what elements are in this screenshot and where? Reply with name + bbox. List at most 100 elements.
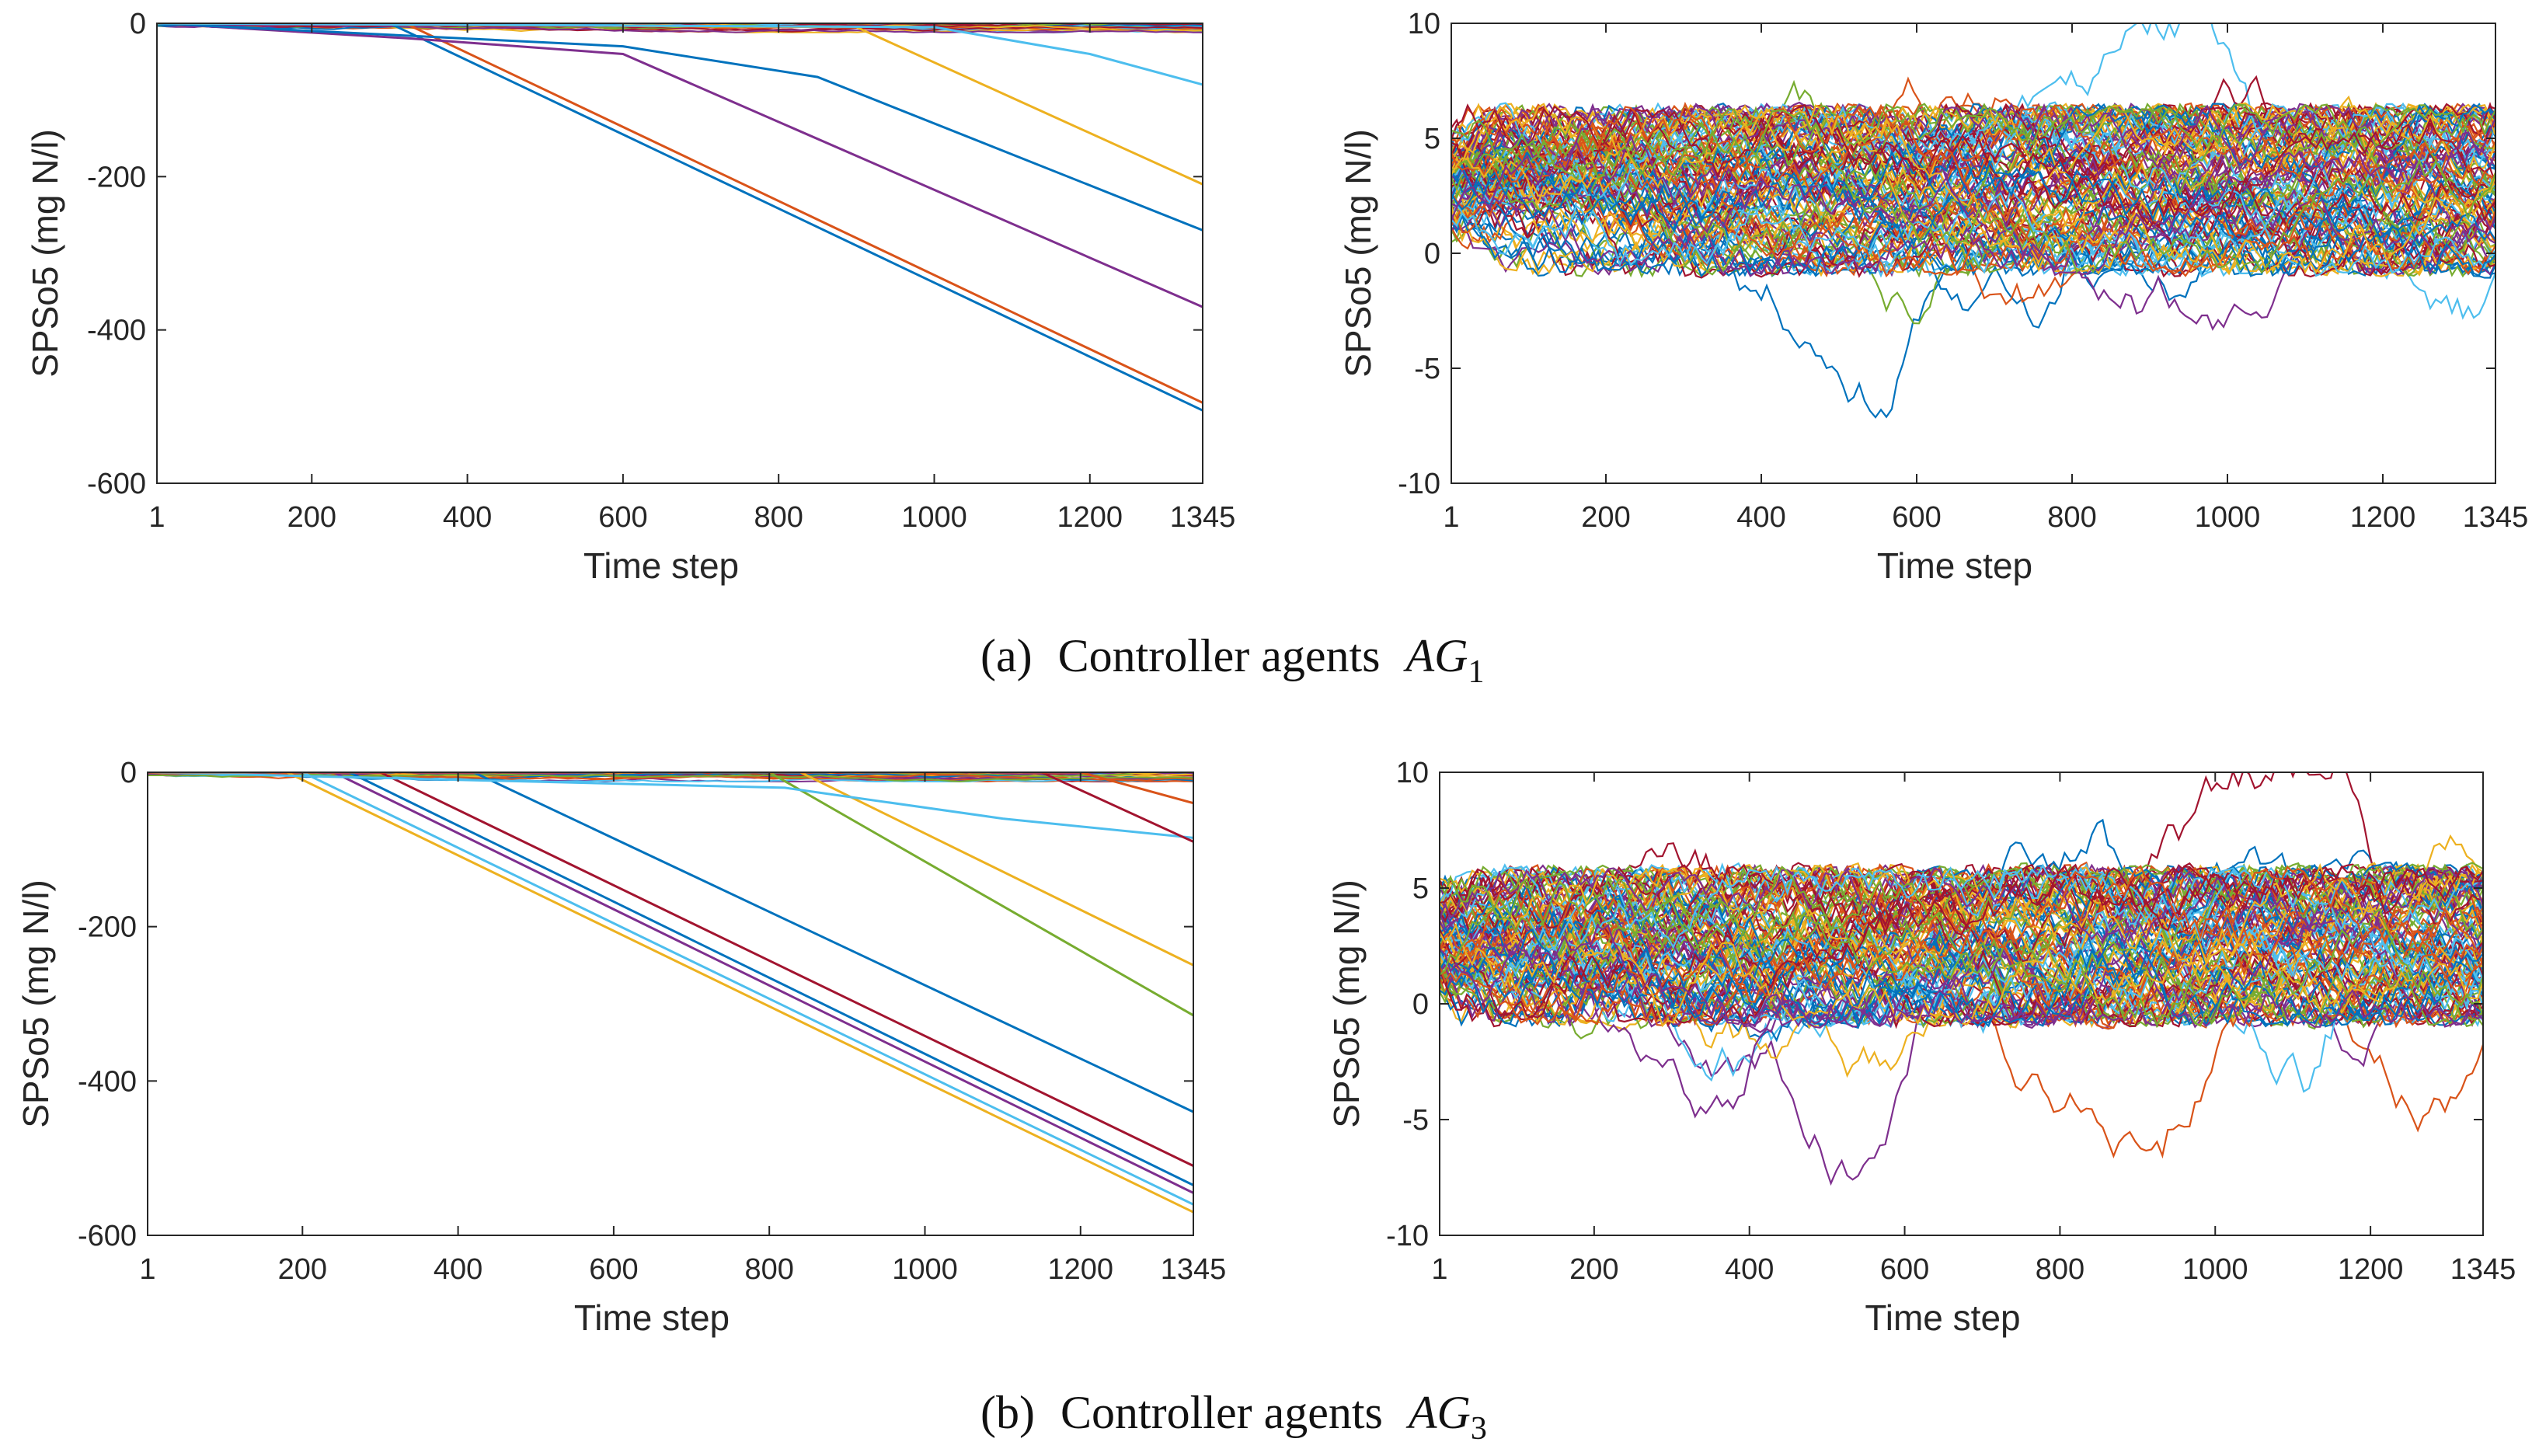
caption-a-agent: AG (1403, 630, 1468, 681)
x-tick-label: 600 (1880, 1253, 1929, 1286)
noise-trace (420, 23, 469, 24)
x-tick-label: 200 (1569, 1253, 1618, 1286)
walk-trace (1451, 158, 2495, 274)
x-tick-label: 200 (287, 501, 336, 534)
x-tick-label: 600 (598, 501, 647, 534)
walk-trace (1451, 117, 2495, 277)
axes-box (147, 772, 1194, 1236)
walk-trace (1440, 862, 2483, 963)
noise-trace (157, 23, 1203, 24)
noise-trace (157, 23, 1203, 26)
x-tick-label: 800 (754, 501, 803, 534)
walk-trace (1451, 120, 2495, 277)
x-tick-label: 1345 (1161, 1253, 1227, 1286)
series-line-s6 (157, 23, 1203, 86)
caption-b-label: (b) (980, 1387, 1035, 1438)
x-tick-label: 1345 (1170, 501, 1236, 534)
noise-trace (157, 19, 1203, 22)
series-line-s4 (157, 23, 1203, 232)
caption-b-agent: AG (1405, 1387, 1471, 1438)
walk-trace (1451, 117, 2495, 257)
noise-trace (183, 23, 1203, 33)
x-tick-label: 800 (2047, 501, 2096, 534)
series-line-s3 (157, 23, 1203, 308)
series-line-s7 (148, 772, 1193, 1017)
x-tick-label: 200 (1581, 501, 1630, 534)
walk-trace (1451, 104, 2495, 276)
y-tick-label: 5 (1412, 873, 1429, 905)
x-tick-label: 800 (744, 1253, 793, 1286)
walk-trace (1440, 866, 2483, 1007)
walk-trace (1451, 193, 2495, 277)
noise-trace (167, 23, 1203, 33)
y-tick-label: -200 (87, 161, 146, 193)
x-tick-label: 400 (443, 501, 492, 534)
y-axis-label: SPSo5 (mg N/l) (16, 880, 56, 1128)
x-tick-label: 600 (589, 1253, 638, 1286)
walk-trace (1451, 103, 2495, 235)
noise-trace (148, 773, 1193, 782)
caption-a: (a) Controller agents AG1 (980, 630, 1484, 690)
caption-a-label: (a) (980, 630, 1033, 681)
y-tick-label: -10 (1386, 1220, 1429, 1252)
x-axis-label: Time step (574, 1298, 730, 1338)
noise-trace (148, 772, 1121, 776)
walk-trace (1451, 103, 2495, 177)
x-tick-label: 1 (1431, 1253, 1447, 1286)
y-tick-label: -400 (87, 315, 146, 347)
y-tick-label: -600 (78, 1220, 137, 1252)
walk-trace (1451, 102, 2495, 185)
caption-b-subscript: 3 (1471, 1411, 1487, 1447)
x-tick-label: 1 (1443, 501, 1459, 534)
walk-trace (1451, 110, 2495, 277)
x-tick-label: 1200 (2338, 1253, 2404, 1286)
y-axis-label: SPSo5 (mg N/l) (1326, 880, 1367, 1128)
x-tick-label: 1200 (1057, 501, 1123, 534)
y-axis-label: SPSo5 (mg N/l) (25, 129, 65, 378)
walk-trace (1440, 865, 2483, 1026)
walk-trace (1451, 103, 2495, 277)
caption-b: (b) Controller agents AG3 (980, 1387, 1487, 1447)
x-tick-label: 200 (278, 1253, 327, 1286)
x-axis-label: Time step (1877, 545, 2032, 586)
walk-trace (1440, 865, 2483, 946)
walk-trace (1451, 102, 2495, 181)
x-tick-label: 1000 (892, 1253, 958, 1286)
walk-trace (1440, 923, 2483, 1029)
series-line-s2 (157, 23, 1203, 404)
x-tick-label: 1000 (2195, 501, 2261, 534)
noise-trace (921, 772, 1044, 773)
series-line-s1 (148, 772, 1193, 1214)
y-tick-label: -5 (1414, 353, 1440, 385)
walk-trace (1440, 866, 2483, 1030)
walk-trace (1440, 930, 2483, 1029)
x-tick-label: 1000 (901, 501, 967, 534)
series-line-s6 (148, 772, 1193, 1113)
caption-a-subscript: 1 (1468, 654, 1484, 690)
walk-trace (1440, 862, 2483, 973)
x-tick-label: 800 (2036, 1253, 2084, 1286)
series-line-s11 (148, 772, 1193, 805)
x-tick-label: 1 (148, 501, 165, 534)
walk-trace (1451, 110, 2495, 274)
walk-trace (1451, 145, 2495, 231)
walk-trace (1440, 913, 2483, 1028)
x-tick-label: 400 (1725, 1253, 1774, 1286)
walk-trace (1440, 865, 2483, 1029)
x-tick-label: 1 (139, 1253, 155, 1286)
walk-trace (1440, 863, 2483, 1011)
series-line-s3 (148, 772, 1193, 1194)
x-tick-label: 1000 (2182, 1253, 2248, 1286)
y-tick-label: -400 (78, 1065, 137, 1098)
plot-area (157, 19, 1203, 412)
walk-trace (1451, 101, 2495, 277)
y-tick-label: -5 (1402, 1104, 1429, 1137)
x-tick-label: 600 (1892, 501, 1941, 534)
chart-a-left: 1 200 400 600 800 1000 1200 13450-200-400-600Ti… (25, 8, 1235, 586)
x-axis-label: Time step (583, 545, 739, 586)
noise-trace (214, 23, 1203, 32)
charts-container: 1 200 400 600 800 1000 1200 13450-200-400-600Ti… (16, 8, 2528, 1338)
